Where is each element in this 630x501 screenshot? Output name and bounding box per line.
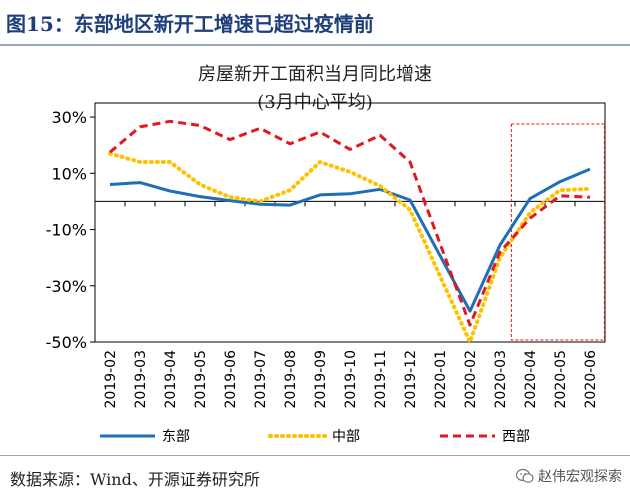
series-line-solid <box>109 167 591 313</box>
highlight-box <box>510 123 605 341</box>
footer-divider <box>0 455 630 456</box>
x-tick-label: 2019-04 <box>163 350 179 409</box>
x-tick-label: 2019-05 <box>193 350 209 409</box>
x-tick-label: 2020-06 <box>583 350 599 409</box>
x-tick-label: 2019-07 <box>253 350 269 409</box>
chart-title: 房屋新开工面积当月同比增速 <box>198 64 432 85</box>
y-tick-label: 10% <box>51 164 87 183</box>
y-tick-label: -50% <box>46 333 87 352</box>
series-line-dotted <box>108 151 592 344</box>
x-tick-label: 2020-02 <box>463 350 479 409</box>
x-tick-label: 2020-05 <box>553 350 569 409</box>
x-tick-label: 2020-03 <box>493 350 509 409</box>
x-tick-label: 2019-09 <box>313 350 329 409</box>
series-line-dashed <box>109 119 591 327</box>
watermark-text: 赵伟宏观探索 <box>538 469 622 485</box>
wechat-icon <box>516 468 534 483</box>
x-tick-label: 2019-06 <box>223 350 239 409</box>
plot-frame <box>94 102 606 343</box>
header-divider <box>0 44 630 46</box>
x-tick-label: 2019-11 <box>373 350 389 409</box>
figure-header: 图15：东部地区新开工增速已超过疫情前 <box>0 0 630 48</box>
y-tick-label: 30% <box>51 108 87 127</box>
source-note: 数据来源：Wind、开源证券研究所 <box>10 470 260 489</box>
x-tick-label: 2019-10 <box>343 350 359 409</box>
y-tick-label: -30% <box>46 277 87 296</box>
legend-label: 中部 <box>332 429 360 445</box>
x-tick-label: 2020-04 <box>523 350 539 409</box>
legend-label: 西部 <box>502 429 530 445</box>
figure-title: 图15：东部地区新开工增速已超过疫情前 <box>6 12 374 36</box>
x-tick-label: 2019-08 <box>283 350 299 409</box>
x-tick-label: 2019-02 <box>103 350 119 409</box>
y-tick-label: -10% <box>46 221 87 240</box>
legend-label: 东部 <box>162 429 190 445</box>
x-tick-label: 2019-12 <box>403 350 419 409</box>
x-tick-label: 2019-03 <box>133 350 149 409</box>
x-tick-label: 2020-01 <box>433 350 449 409</box>
watermark: 赵伟宏观探索 <box>516 466 622 486</box>
line-chart: 30% 10% -10% -30% -50% 2019-02 2019-03 2019-04 2… <box>46 102 606 445</box>
